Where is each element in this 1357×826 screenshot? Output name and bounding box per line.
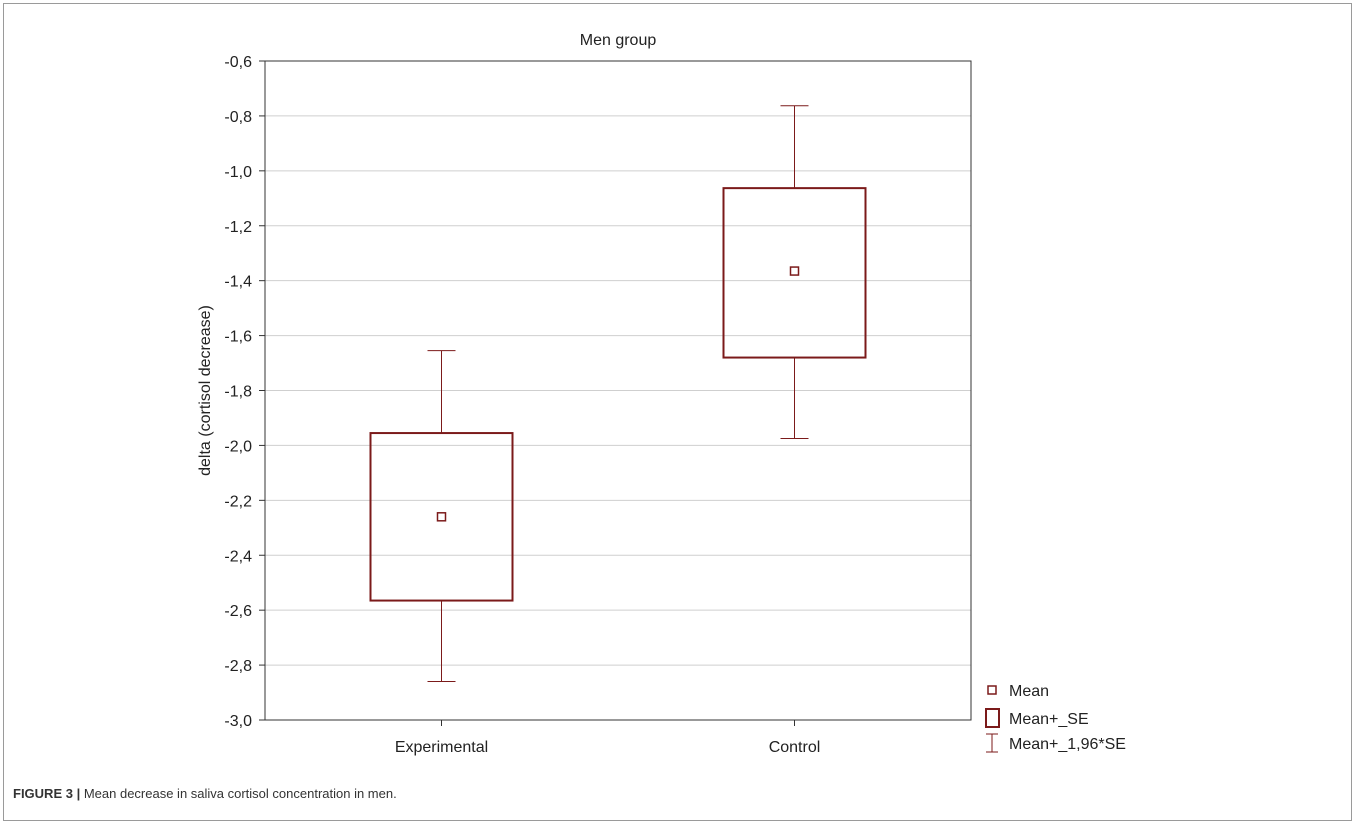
y-tick-label: -0,6 — [224, 54, 252, 71]
figure-caption: FIGURE 3 | Mean decrease in saliva corti… — [13, 786, 397, 801]
legend-label: Mean — [1009, 683, 1049, 700]
legend-label: Mean+_1,96*SE — [1009, 736, 1126, 753]
figure-label: FIGURE 3 | — [13, 786, 81, 801]
y-axis-label: delta (cortisol decrease) — [197, 305, 214, 476]
y-tick-label: -2,6 — [224, 603, 252, 620]
y-tick-label: -1,2 — [224, 219, 252, 236]
chart: -0,6 -0,8 -1,0 -1,2 -1,4 -1,6 -1,8 -2,0 -2,2 -2,4… — [197, 32, 1126, 756]
y-tick-label: -0,8 — [224, 109, 252, 126]
x-tick-label: Experimental — [395, 739, 488, 756]
se-box — [369, 432, 514, 602]
y-tick-label: -1,0 — [224, 164, 252, 181]
y-tick-label: -1,6 — [224, 329, 252, 346]
se-box — [722, 187, 867, 359]
y-tick-label: -2,2 — [224, 493, 252, 510]
y-tick-label: -2,4 — [224, 548, 252, 565]
chart-title: Men group — [580, 32, 657, 49]
figure-caption-text: Mean decrease in saliva cortisol concent… — [83, 786, 397, 801]
legend-mean-swatch — [987, 685, 997, 695]
mean-marker — [789, 266, 800, 276]
legend-label: Mean+_SE — [1009, 711, 1089, 728]
y-tick-label: -1,8 — [224, 384, 252, 401]
mean-marker — [436, 512, 447, 522]
y-tick-label: -2,0 — [224, 438, 252, 455]
x-tick-label: Control — [769, 739, 821, 756]
legend-se-swatch — [985, 708, 1000, 728]
figure-frame — [3, 3, 1352, 821]
y-tick-label: -2,8 — [224, 658, 252, 675]
y-tick-label: -1,4 — [224, 274, 252, 291]
y-tick-label: -3,0 — [224, 713, 252, 730]
